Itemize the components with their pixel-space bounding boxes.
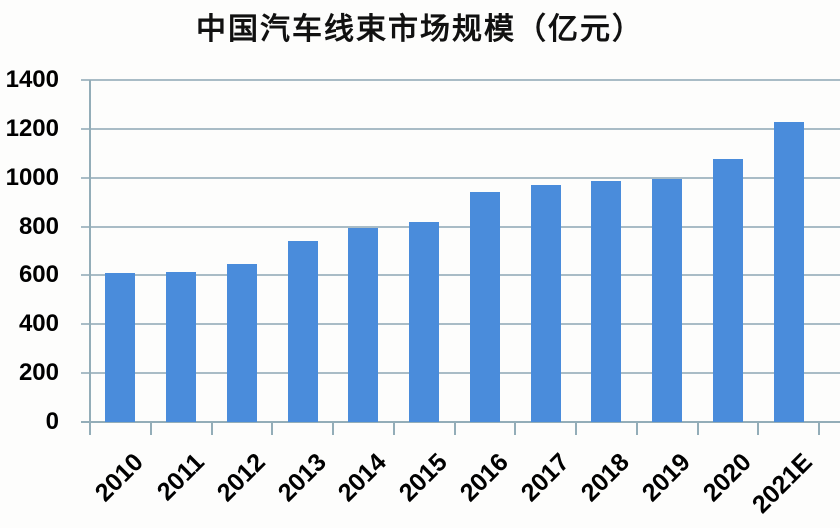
gridline — [81, 225, 840, 228]
bar-2019 — [652, 178, 683, 422]
x-axis-tick — [332, 422, 334, 435]
bar-2014 — [348, 227, 379, 422]
x-axis-label: 2014 — [333, 448, 393, 508]
x-axis-label: 2012 — [211, 448, 271, 508]
gridline — [81, 323, 840, 326]
gridline — [81, 372, 840, 375]
y-axis-label: 800 — [18, 212, 59, 240]
x-axis-tick — [575, 422, 577, 435]
x-axis-labels: 2010 2011 2012 2013 2014 2015 2016 2017 2018 2019… — [90, 422, 840, 528]
bar-2016 — [469, 192, 500, 422]
x-axis-label: 2010 — [90, 448, 150, 508]
x-axis-label: 2021E — [746, 448, 818, 519]
bar-2012 — [226, 264, 257, 422]
x-axis-tick — [514, 422, 517, 435]
y-axis-label: 1200 — [5, 114, 59, 142]
x-axis-label: 2015 — [393, 448, 453, 508]
x-axis-label: 2013 — [272, 448, 332, 508]
x-axis-label: 2016 — [454, 448, 514, 508]
y-axis-labels: 0 200 400 600 800 1000 1200 1400 — [0, 66, 59, 435]
y-axis-label: 200 — [18, 359, 59, 387]
x-axis-label: 2019 — [636, 448, 696, 508]
x-axis-tick — [757, 422, 760, 435]
gridline — [81, 176, 840, 179]
x-axis-label: 2017 — [515, 448, 575, 508]
y-axis-label: 1000 — [5, 163, 59, 191]
x-axis-label: 2011 — [151, 448, 210, 507]
chart-title: 中国汽车线束市场规模（亿元） — [196, 13, 644, 46]
bar-2013 — [287, 241, 318, 422]
gridline — [81, 274, 840, 277]
x-axis-line — [81, 421, 840, 423]
x-axis-tick — [271, 422, 274, 435]
x-axis-tick — [453, 422, 456, 435]
bar-2017 — [530, 185, 561, 422]
y-axis-label: 1400 — [5, 66, 59, 93]
x-axis-tick — [149, 422, 152, 435]
bar-2021E — [773, 122, 804, 422]
x-axis-label: 2018 — [576, 448, 636, 508]
gridline — [81, 79, 840, 81]
y-axis-line — [89, 80, 91, 422]
bar-2020 — [712, 159, 743, 422]
x-axis-tick — [696, 422, 699, 435]
x-axis-tick — [818, 422, 820, 435]
bar-2015 — [409, 221, 440, 422]
x-axis-tick — [89, 422, 91, 435]
x-axis-tick — [392, 422, 395, 435]
gridline — [81, 127, 840, 130]
bar-2011 — [166, 272, 197, 422]
bar-2010 — [105, 273, 136, 422]
y-axis-label: 600 — [18, 261, 59, 289]
plot-area — [81, 79, 840, 435]
bar-2018 — [591, 181, 622, 422]
y-axis-label: 0 — [45, 408, 59, 435]
x-axis-tick — [210, 422, 213, 435]
y-axis-label: 400 — [18, 310, 59, 338]
x-axis-tick — [635, 422, 638, 435]
